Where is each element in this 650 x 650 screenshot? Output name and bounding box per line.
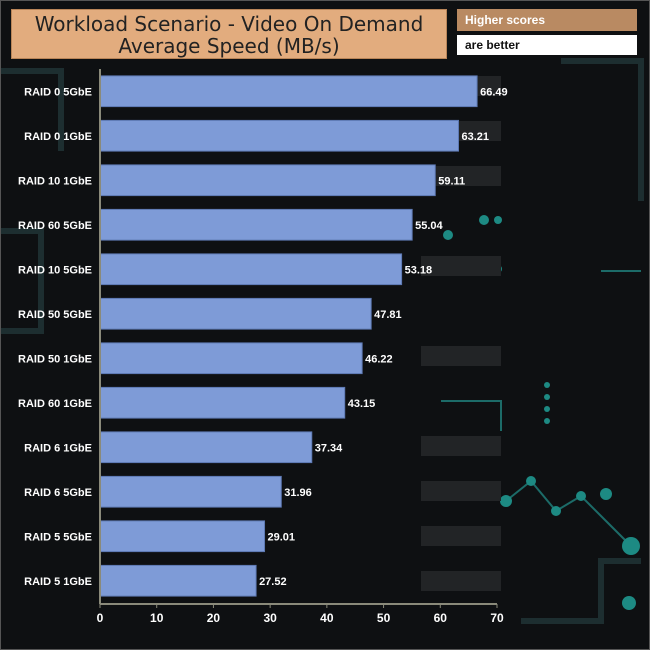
category-label: RAID 60 5GbE (18, 220, 92, 232)
bar (99, 75, 478, 108)
chart-title: Workload Scenario - Video On Demand Aver… (11, 9, 447, 59)
bar (99, 564, 257, 597)
bar (99, 386, 346, 419)
category-label: RAID 5 5GbE (24, 531, 92, 543)
x-tick-label: 40 (320, 611, 334, 625)
are-better-note: are better (457, 35, 637, 55)
category-label: RAID 6 5GbE (24, 487, 92, 499)
bar (99, 297, 372, 330)
chart-title-line-1: Workload Scenario - Video On Demand (34, 12, 424, 36)
higher-scores-note: Higher scores (457, 9, 637, 31)
category-label: RAID 10 5GbE (18, 264, 92, 276)
category-label: RAID 0 1GbE (24, 131, 92, 143)
data-label: 55.04 (415, 220, 443, 232)
bar (99, 342, 363, 375)
data-label: 43.15 (348, 398, 376, 410)
x-tick-label: 20 (207, 611, 221, 625)
data-label: 66.49 (480, 86, 508, 98)
data-label: 37.34 (315, 442, 343, 454)
data-label: 31.96 (284, 487, 312, 499)
category-label: RAID 6 1GbE (24, 442, 92, 454)
category-label: RAID 60 1GbE (18, 398, 92, 410)
bar (99, 164, 436, 197)
data-label: 53.18 (405, 264, 433, 276)
bar (99, 431, 313, 464)
x-tick-label: 30 (263, 611, 277, 625)
data-label: 46.22 (365, 353, 393, 365)
data-label: 47.81 (374, 309, 402, 321)
data-label: 29.01 (268, 531, 296, 543)
category-label: RAID 5 1GbE (24, 576, 92, 588)
category-label: RAID 0 5GbE (24, 86, 92, 98)
x-tick-label: 10 (150, 611, 164, 625)
category-label: RAID 50 5GbE (18, 309, 92, 321)
bar (99, 253, 403, 286)
bar (99, 208, 413, 241)
x-tick-label: 0 (97, 611, 104, 625)
category-label: RAID 50 1GbE (18, 353, 92, 365)
bar (99, 520, 266, 553)
bar (99, 475, 282, 508)
category-label: RAID 10 1GbE (18, 175, 92, 187)
chart-title-line-2: Average Speed (MB/s) (118, 34, 340, 58)
x-tick-label: 60 (434, 611, 448, 625)
x-tick-label: 50 (377, 611, 391, 625)
bar (99, 119, 459, 152)
data-label: 59.11 (438, 175, 465, 187)
data-label: 27.52 (259, 576, 287, 588)
x-tick-label: 70 (490, 611, 504, 625)
data-label: 63.21 (461, 131, 489, 143)
